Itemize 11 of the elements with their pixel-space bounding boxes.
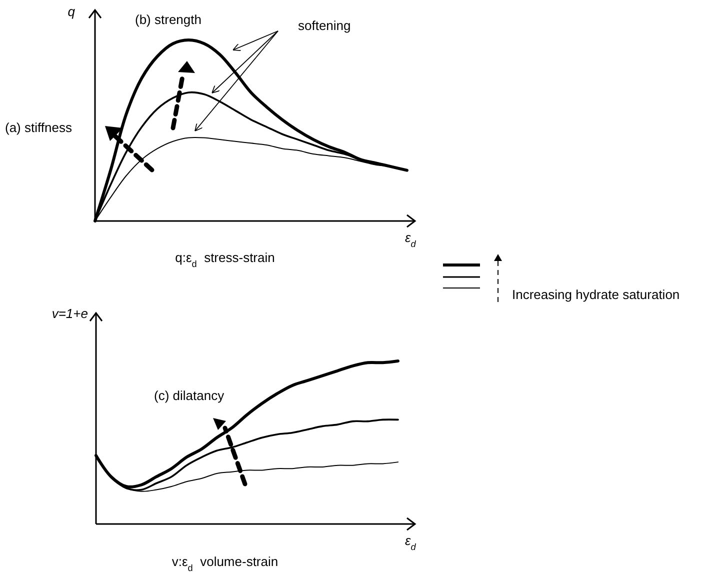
text: q:ε$_{d}$ stress-strain xyxy=(175,250,275,269)
x-axis-title: ε$_{d}$ xyxy=(405,533,417,552)
text: v:ε$_{d}$ volume-strain xyxy=(172,554,278,572)
annotation: (c) dilatancy xyxy=(154,388,225,403)
text: (b) strength xyxy=(135,12,202,27)
text: Increasing hydrate saturation xyxy=(512,287,680,302)
text: (a) stiffness xyxy=(5,120,72,135)
y-axis-title: q xyxy=(68,4,76,19)
x-axis-title: ε$_{d}$ xyxy=(405,230,417,249)
y-axis-title: v=1+e xyxy=(52,306,88,321)
text: softening xyxy=(298,18,351,33)
